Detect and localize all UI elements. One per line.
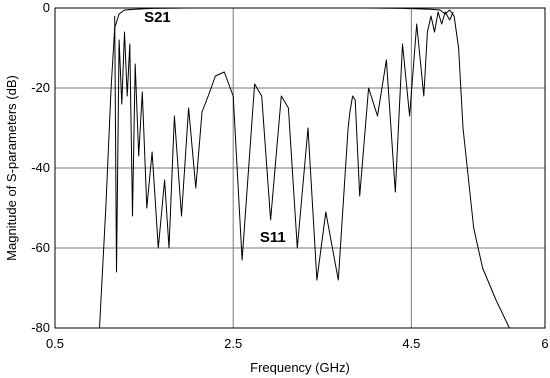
x-tick-label: 0.5: [46, 336, 64, 351]
x-tick-label: 2.5: [224, 336, 242, 351]
x-tick-label: 6: [541, 336, 548, 351]
y-tick-label: -20: [31, 80, 50, 95]
y-axis-title: Magnitude of S-parameters (dB): [4, 75, 19, 261]
y-tick-label: 0: [43, 0, 50, 15]
y-tick-label: -40: [31, 160, 50, 175]
annotation-s21: S21: [144, 9, 171, 26]
x-tick-labels: 0.5 2.5 4.5 6: [46, 336, 549, 351]
x-tick-label: 4.5: [402, 336, 420, 351]
y-tick-labels: 0 -20 -40 -60 -80: [31, 0, 50, 335]
annotation-s11: S11: [260, 229, 286, 246]
x-axis-title: Frequency (GHz): [250, 360, 350, 375]
y-tick-label: -60: [31, 240, 50, 255]
y-tick-label: -80: [31, 320, 50, 335]
plot-frame: [54, 7, 546, 329]
grid-lines: [55, 8, 545, 328]
series-line-s11: [114, 11, 454, 281]
series-annotations: S21 S11: [144, 9, 286, 246]
